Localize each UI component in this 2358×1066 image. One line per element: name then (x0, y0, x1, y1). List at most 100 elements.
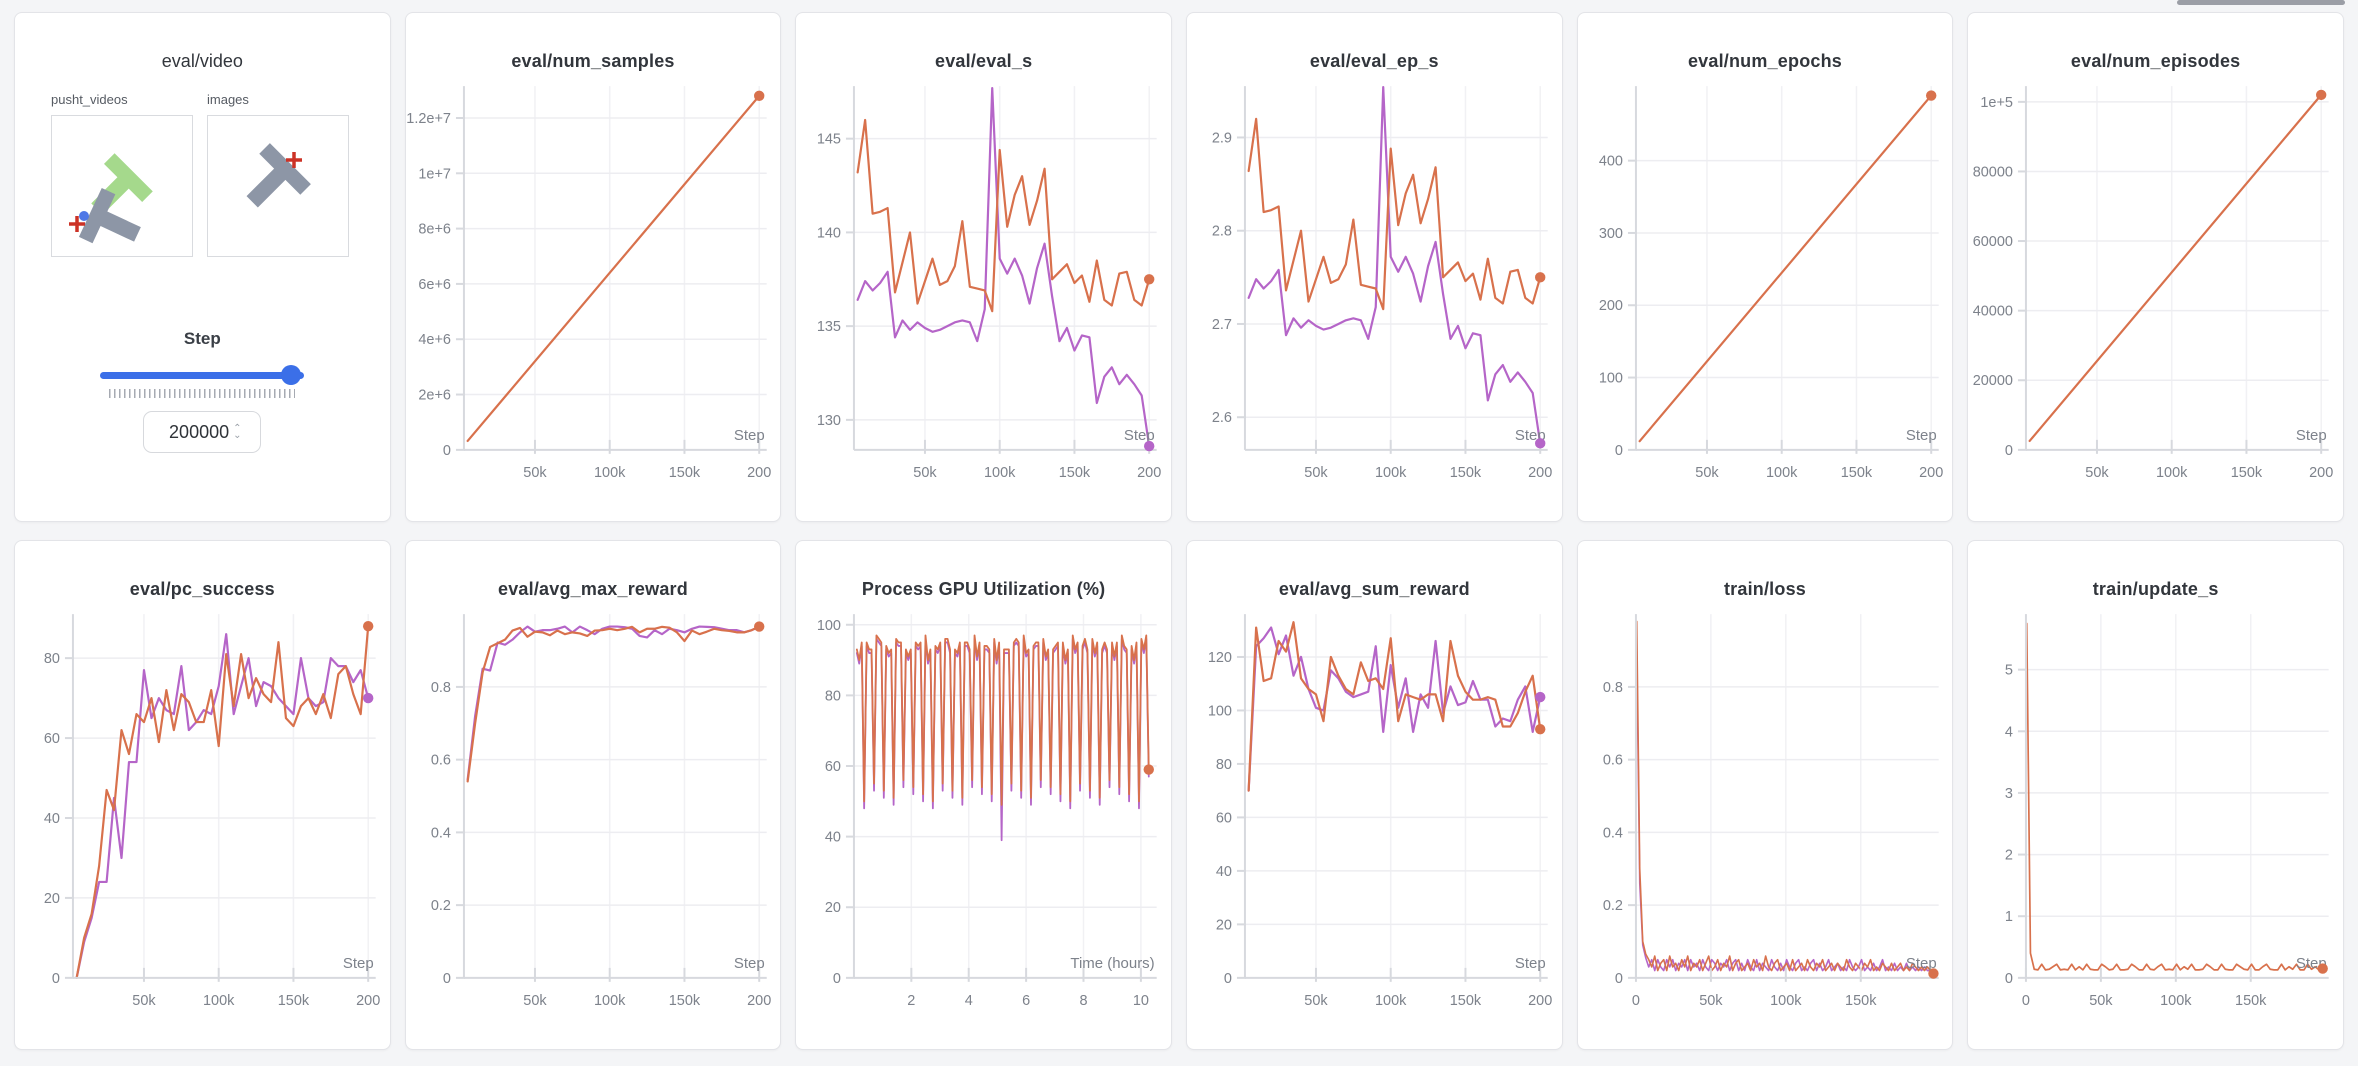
series-end-dot-purple (1144, 440, 1155, 452)
x-tick-label: 150k (1059, 465, 1091, 481)
y-tick-label: 0.2 (430, 898, 450, 914)
y-tick-label: 40 (1216, 864, 1232, 880)
x-tick-label: 150k (668, 993, 700, 1009)
y-tick-label: 80000 (1973, 164, 2013, 180)
y-tick-label: 0.4 (430, 825, 450, 841)
panel-eval-pc-success: eval/pc_success 50k 100k 150k 200 0 20 40 60 80 S… (14, 540, 391, 1050)
panel-title-eval-video: eval/video (161, 51, 243, 71)
series-line-orange (856, 118, 1151, 313)
x-tick-label: 150k (1840, 465, 1872, 481)
x-tick-label: 100k (1770, 993, 1802, 1009)
x-tick-label: 200 (2309, 465, 2333, 481)
series-line-orange (75, 625, 370, 979)
y-tick-label: 100 (1208, 703, 1232, 719)
x-tick-label: 100k (2160, 993, 2192, 1009)
y-tick-label: 145 (817, 132, 841, 148)
series-end-dot-orange (1144, 274, 1155, 285)
chart-eval-num-epochs[interactable]: 50k 100k 150k 200 0 100 200 300 400 Step (1578, 76, 1953, 496)
x-tick-label: 200 (1528, 993, 1552, 1009)
step-slider-ruler (109, 389, 296, 398)
y-tick-label: 130 (817, 413, 841, 429)
x-tick-label: 200 (1919, 465, 1943, 481)
series-end-dot-purple (1534, 691, 1546, 703)
series-line-purple (1247, 85, 1542, 445)
chart-eval-avg-max-reward[interactable]: 50k 100k 150k 200 0 0.2 0.4 0.6 0.8 Step (406, 604, 781, 1024)
chart-title: train/loss (1723, 579, 1806, 599)
panel-eval-avg-sum-reward: eval/avg_sum_reward 50k 100k 150k 200 0 20 40 6… (1185, 540, 1563, 1050)
pusht-video-frame[interactable] (51, 115, 193, 257)
panel-train-loss: train/loss 0 50k 100k 150k 0 0.2 0.4 0.6 0.8 Step (1576, 540, 1954, 1050)
step-number-box[interactable]: ⌃ ⌄ (143, 411, 262, 453)
spinner-down-icon[interactable]: ⌄ (233, 430, 242, 441)
x-tick-label: 100k (203, 993, 235, 1009)
step-slider-knob[interactable] (281, 365, 302, 385)
series-line-orange (466, 94, 760, 443)
panel-eval-num-epochs: eval/num_epochs 50k 100k 150k 200 0 100 200 300… (1576, 12, 1954, 522)
step-number-input[interactable] (163, 421, 230, 443)
y-tick-label: 2.7 (1212, 317, 1232, 333)
y-tick-label: 0.6 (1602, 753, 1622, 769)
images-frame[interactable] (207, 115, 349, 257)
series-line-orange (1638, 94, 1932, 443)
x-tick-label: 50k (914, 465, 938, 481)
pusht-video-image (69, 153, 153, 244)
x-tick-label: 0 (1632, 993, 1640, 1009)
series-end-dot-orange (1534, 272, 1546, 283)
series-line-purple (75, 633, 370, 979)
y-tick-label: 20000 (1973, 373, 2013, 389)
chart-eval-num-samples[interactable]: 50k 100k 150k 200 0 2e+6 4e+6 6e+6 8e+6 1e+7 1.2e+… (406, 76, 781, 496)
step-slider-track[interactable] (100, 372, 305, 379)
step-slider[interactable] (100, 365, 305, 385)
series-end-dot-orange (753, 621, 765, 632)
series-line-orange (2026, 622, 2324, 971)
y-tick-label: 140 (817, 225, 841, 241)
x-tick-label: 150k (1845, 993, 1877, 1009)
series-line-orange (1247, 117, 1542, 311)
y-tick-label: 200 (1598, 298, 1622, 314)
scrollbar-thumb[interactable] (2177, 0, 2345, 5)
chart-eval-avg-sum-reward[interactable]: 50k 100k 150k 200 0 20 40 60 80 100 120 Step (1187, 604, 1562, 1024)
panel-train-update-s: train/update_s 0 50k 100k 150k 0 1 2 3 4 5 Step (1967, 540, 2344, 1050)
chart-title: eval/eval_s (935, 51, 1033, 71)
target-cross (286, 152, 302, 168)
x-axis-label: Step (343, 955, 374, 972)
y-tick-label: 0 (2005, 971, 2013, 987)
media-thumb-label: pusht_videos (51, 92, 128, 107)
spinner-up-icon[interactable]: ⌃ (233, 423, 242, 434)
y-tick-label: 0 (2005, 443, 2013, 459)
chart-title: Process GPU Utilization (%) (861, 579, 1106, 599)
x-axis-label: Step (1906, 427, 1937, 444)
x-axis-label: Time (hours) (1071, 955, 1155, 972)
y-tick-label: 300 (1598, 226, 1622, 242)
y-tick-label: 4e+6 (418, 332, 451, 348)
x-tick-label: 2 (908, 993, 916, 1009)
media-thumb-images[interactable]: images (207, 92, 349, 257)
images-image (246, 143, 311, 208)
y-tick-label: 0 (443, 971, 451, 987)
chart-title: eval/avg_max_reward (498, 579, 688, 599)
chart-eval-eval-s[interactable]: 50k 100k 150k 200 130 135 140 145 Step (796, 76, 1171, 496)
x-tick-label: 200 (356, 993, 380, 1009)
chart-train-loss[interactable]: 0 50k 100k 150k 0 0.2 0.4 0.6 0.8 Step (1578, 604, 1953, 1024)
gray-t-shape (246, 143, 311, 208)
chart-title: train/update_s (2092, 579, 2219, 599)
y-tick-label: 5 (2005, 663, 2013, 679)
x-tick-label: 150k (2231, 465, 2263, 481)
y-tick-label: 1e+5 (1981, 95, 2014, 111)
chart-eval-num-episodes[interactable]: 50k 100k 150k 200 0 20000 40000 60000 80000 1e+5 S… (1968, 76, 2343, 496)
panel-eval-num-episodes: eval/num_episodes 50k 100k 150k 200 0 20000 40… (1967, 12, 2344, 522)
chart-eval-pc-success[interactable]: 50k 100k 150k 200 0 20 40 60 80 Step (15, 604, 390, 1024)
y-tick-label: 120 (1208, 650, 1232, 666)
x-tick-label: 150k (668, 465, 700, 481)
chart-title: eval/num_episodes (2070, 51, 2241, 71)
x-tick-label: 100k (1375, 993, 1407, 1009)
step-spinner[interactable]: ⌃ ⌄ (233, 423, 242, 441)
series-end-dot-orange (362, 620, 374, 632)
x-tick-label: 50k (2086, 465, 2110, 481)
y-tick-label: 0 (1615, 971, 1623, 987)
media-thumb-pusht-videos[interactable]: pusht_videos (51, 92, 193, 257)
